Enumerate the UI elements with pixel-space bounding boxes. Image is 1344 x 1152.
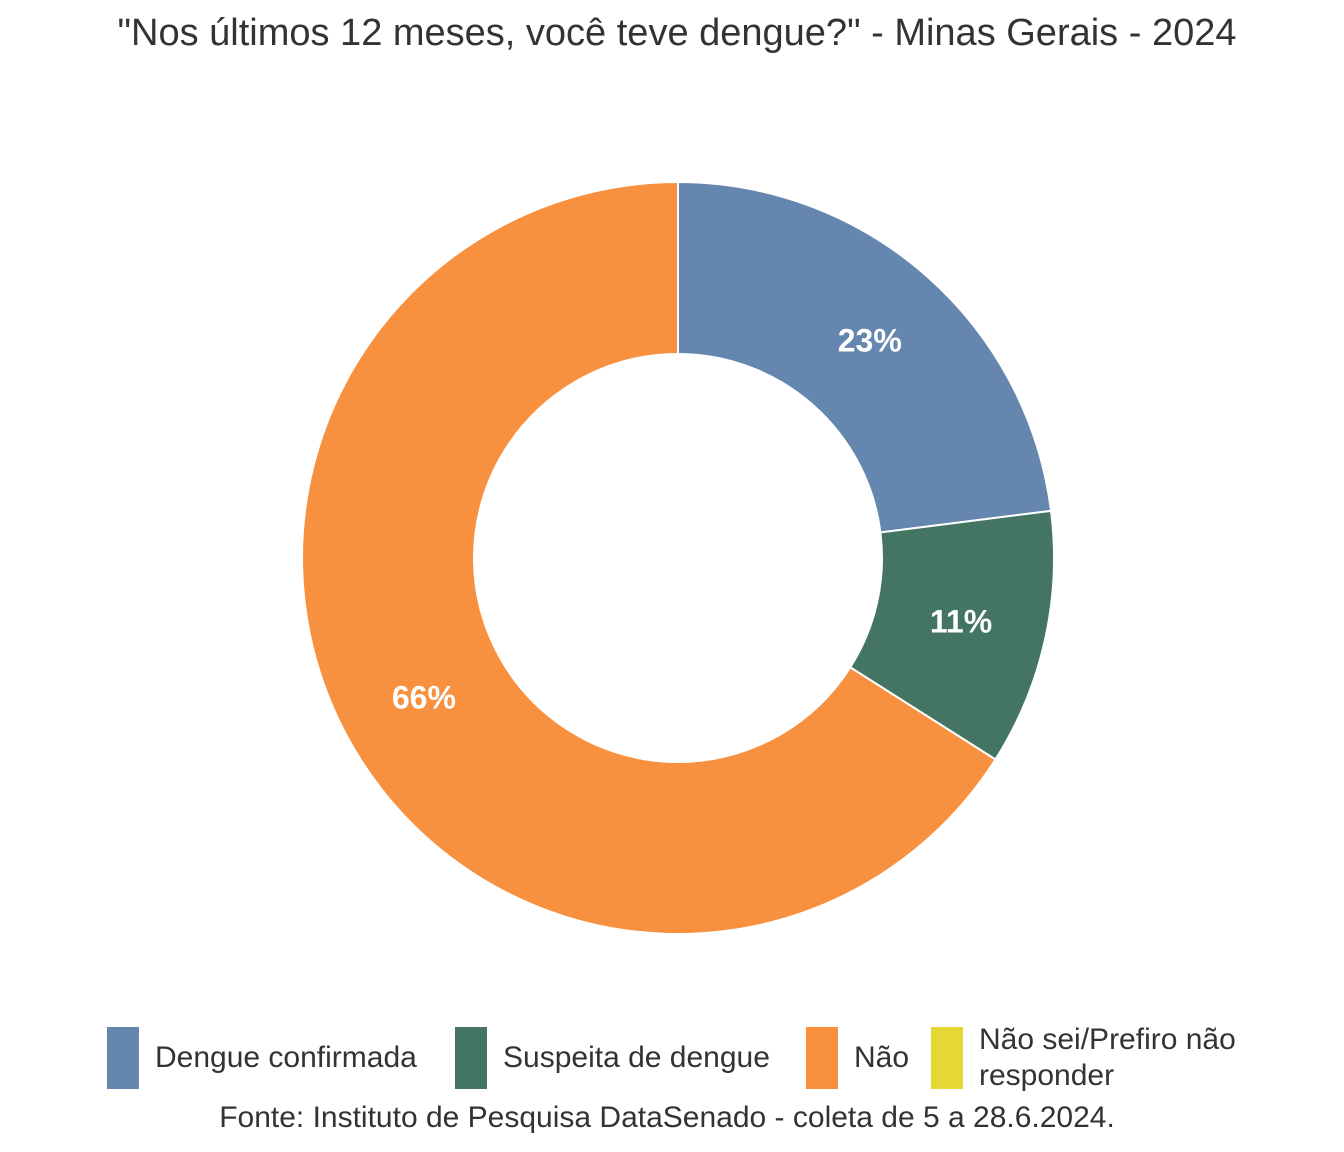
slice-nao bbox=[301, 180, 997, 935]
slice-dengue-confirmada bbox=[677, 180, 1053, 534]
legend-label: Não sei/Prefiro não responder bbox=[979, 1023, 1236, 1092]
legend-swatch bbox=[931, 1027, 963, 1089]
chart-title: "Nos últimos 12 meses, você teve dengue?… bbox=[117, 12, 1237, 54]
legend-item: Não bbox=[806, 1022, 916, 1094]
legend-item: Não sei/Prefiro não responder bbox=[931, 1022, 1261, 1094]
legend-label: Dengue confirmada bbox=[155, 1041, 417, 1074]
donut-slices bbox=[301, 180, 1056, 935]
legend-item: Dengue confirmada bbox=[107, 1022, 437, 1094]
legend-item: Suspeita de dengue bbox=[455, 1022, 790, 1094]
legend-label: Não bbox=[854, 1041, 910, 1074]
legend-swatch bbox=[806, 1027, 838, 1089]
donut-chart: 23% 11% 66% bbox=[301, 180, 1056, 935]
data-label: 66% bbox=[392, 680, 456, 716]
data-label: 11% bbox=[930, 603, 992, 639]
source-note: Fonte: Instituto de Pesquisa DataSenado … bbox=[219, 1101, 1115, 1134]
slice-suspeita-de-dengue bbox=[848, 509, 1056, 761]
data-label: 23% bbox=[838, 322, 902, 358]
legend: Dengue confirmada Suspeita de dengue Não Nã… bbox=[0, 1022, 1344, 1094]
legend-swatch bbox=[107, 1027, 139, 1089]
legend-label: Suspeita de dengue bbox=[503, 1041, 770, 1074]
donut-data-labels: 23% 11% 66% bbox=[392, 322, 992, 715]
legend-swatch bbox=[455, 1027, 487, 1089]
